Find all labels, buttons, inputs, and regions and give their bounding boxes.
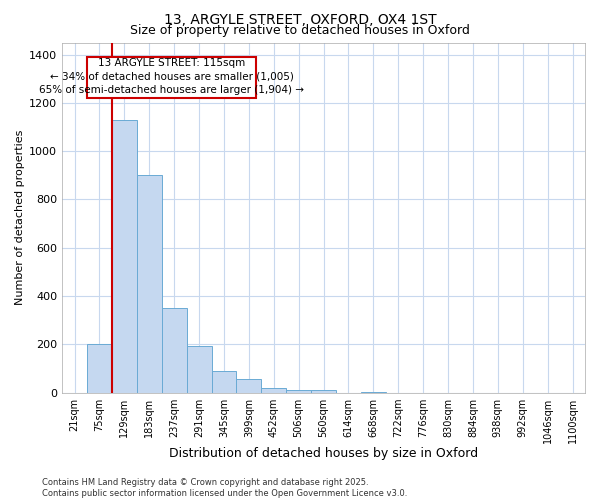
Bar xyxy=(212,371,236,392)
Bar xyxy=(162,308,187,392)
Bar xyxy=(87,344,112,393)
Bar xyxy=(286,390,311,392)
Bar xyxy=(262,388,286,392)
FancyBboxPatch shape xyxy=(87,57,256,98)
Bar xyxy=(311,390,336,392)
Bar xyxy=(112,120,137,392)
Bar xyxy=(137,176,162,392)
Y-axis label: Number of detached properties: Number of detached properties xyxy=(15,130,25,306)
Text: Contains HM Land Registry data © Crown copyright and database right 2025.
Contai: Contains HM Land Registry data © Crown c… xyxy=(42,478,407,498)
Bar xyxy=(236,380,262,392)
Text: Size of property relative to detached houses in Oxford: Size of property relative to detached ho… xyxy=(130,24,470,37)
Text: 13 ARGYLE STREET: 115sqm
← 34% of detached houses are smaller (1,005)
65% of sem: 13 ARGYLE STREET: 115sqm ← 34% of detach… xyxy=(39,58,304,94)
Text: 13, ARGYLE STREET, OXFORD, OX4 1ST: 13, ARGYLE STREET, OXFORD, OX4 1ST xyxy=(164,12,436,26)
Bar xyxy=(187,346,212,393)
X-axis label: Distribution of detached houses by size in Oxford: Distribution of detached houses by size … xyxy=(169,447,478,460)
